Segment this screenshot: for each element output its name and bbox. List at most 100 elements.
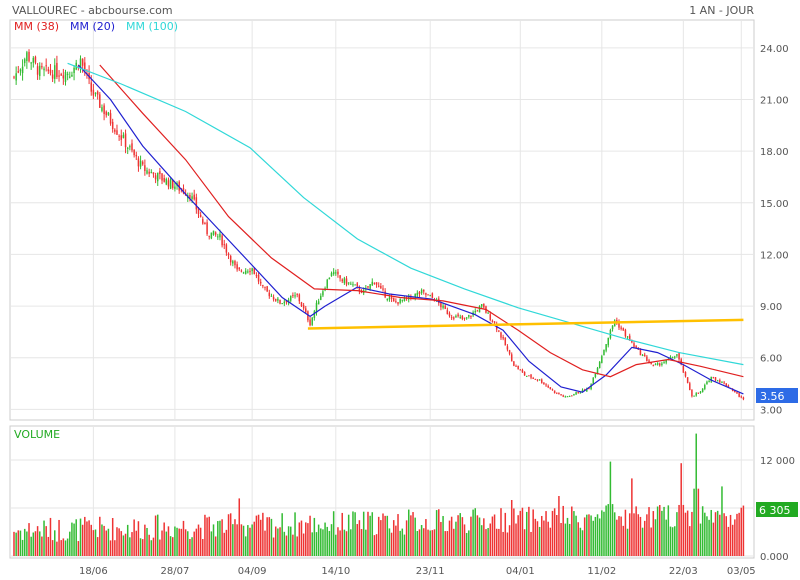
volume-bar	[652, 511, 655, 556]
volume-bar	[322, 529, 324, 556]
volume-bar	[99, 516, 101, 556]
price-panel	[9, 19, 755, 421]
candle-body	[515, 365, 517, 367]
volume-bar	[285, 535, 288, 556]
candle-body	[661, 363, 663, 365]
candle-body	[397, 302, 399, 304]
candle-body	[257, 274, 260, 282]
candle-body	[197, 207, 200, 215]
candle-body	[212, 230, 215, 235]
candle-body	[206, 222, 208, 235]
volume-bar	[270, 518, 273, 556]
volume-bar	[114, 540, 116, 556]
candle-body	[191, 196, 193, 199]
volume-bar	[197, 524, 200, 556]
volume-bar	[588, 514, 590, 556]
candle-body	[581, 389, 584, 393]
volume-bar	[279, 527, 281, 556]
volume-bar	[96, 537, 99, 556]
candle-body	[470, 316, 472, 318]
volume-bar	[139, 538, 142, 556]
volume-bar	[382, 513, 384, 556]
candle-body	[388, 297, 391, 300]
candle-body	[73, 67, 75, 74]
period-label: 1 AN - JOUR	[689, 4, 754, 17]
candle-body	[648, 360, 650, 363]
candle-body	[429, 294, 431, 296]
moving-average-line	[67, 62, 744, 366]
candle-body	[425, 293, 427, 295]
candle-body	[536, 379, 539, 381]
volume-bar	[650, 527, 652, 556]
candle-body	[474, 311, 477, 313]
candle-body	[358, 286, 361, 292]
volume-bar	[528, 506, 530, 556]
volume-bar	[508, 525, 511, 556]
candle-body	[66, 73, 69, 75]
candle-body	[43, 68, 45, 71]
candle-body	[650, 362, 652, 365]
candle-body	[255, 275, 258, 277]
candle-body	[446, 310, 449, 315]
candle-body	[105, 111, 108, 116]
volume-bar	[180, 528, 183, 556]
volume-bar	[626, 528, 629, 556]
volume-bar	[412, 512, 414, 556]
volume-bar	[742, 505, 745, 556]
volume-bar	[49, 517, 52, 556]
candle-body	[296, 293, 298, 295]
volume-bar	[264, 530, 266, 556]
volume-bar	[354, 512, 356, 556]
candle-body	[289, 295, 292, 301]
volume-bar	[575, 515, 577, 556]
moving-average-line	[77, 64, 744, 395]
candle-body	[489, 314, 492, 320]
candle-body	[302, 305, 305, 309]
candle-body	[45, 65, 47, 67]
candle-body	[684, 371, 687, 377]
volume-bar	[459, 513, 461, 556]
volume-bar	[440, 521, 442, 556]
candle-body	[530, 374, 532, 378]
candle-body	[656, 362, 659, 365]
volume-bar	[141, 539, 144, 556]
candle-body	[407, 295, 410, 300]
volume-bar	[28, 523, 30, 556]
candle-body	[262, 285, 264, 287]
price-tick-label: 18.00	[760, 147, 789, 158]
volume-bar	[375, 534, 378, 556]
last-price-value: 3.56	[760, 390, 785, 403]
volume-bar	[399, 530, 401, 556]
volume-bar	[468, 530, 470, 556]
volume-bar	[515, 523, 517, 556]
volume-bar	[13, 531, 15, 556]
candle-body	[693, 395, 695, 397]
volume-bar	[706, 516, 708, 556]
volume-bar	[453, 528, 455, 556]
volume-bar	[174, 526, 176, 556]
candle-body	[330, 273, 333, 277]
volume-bar	[229, 513, 232, 556]
candle-body	[493, 321, 496, 323]
trendline	[307, 318, 744, 330]
volume-bar	[156, 514, 159, 556]
volume-bar	[691, 511, 693, 556]
volume-bar	[223, 532, 225, 556]
volume-bar	[712, 522, 715, 556]
candle-body	[442, 305, 444, 308]
candle-body	[54, 65, 56, 79]
volume-bar	[238, 498, 241, 556]
volume-bar	[704, 512, 706, 556]
candle-body	[49, 69, 52, 74]
candle-body	[139, 160, 142, 167]
volume-bar	[470, 516, 472, 556]
candle-body	[598, 361, 601, 368]
volume-bar	[566, 517, 569, 556]
volume-bar	[611, 504, 614, 556]
candle-body	[64, 72, 67, 82]
volume-bar	[620, 516, 622, 556]
volume-bar	[152, 537, 155, 556]
volume-bar	[45, 526, 47, 556]
x-tick-label: 28/07	[160, 566, 189, 577]
volume-bar	[221, 519, 223, 556]
